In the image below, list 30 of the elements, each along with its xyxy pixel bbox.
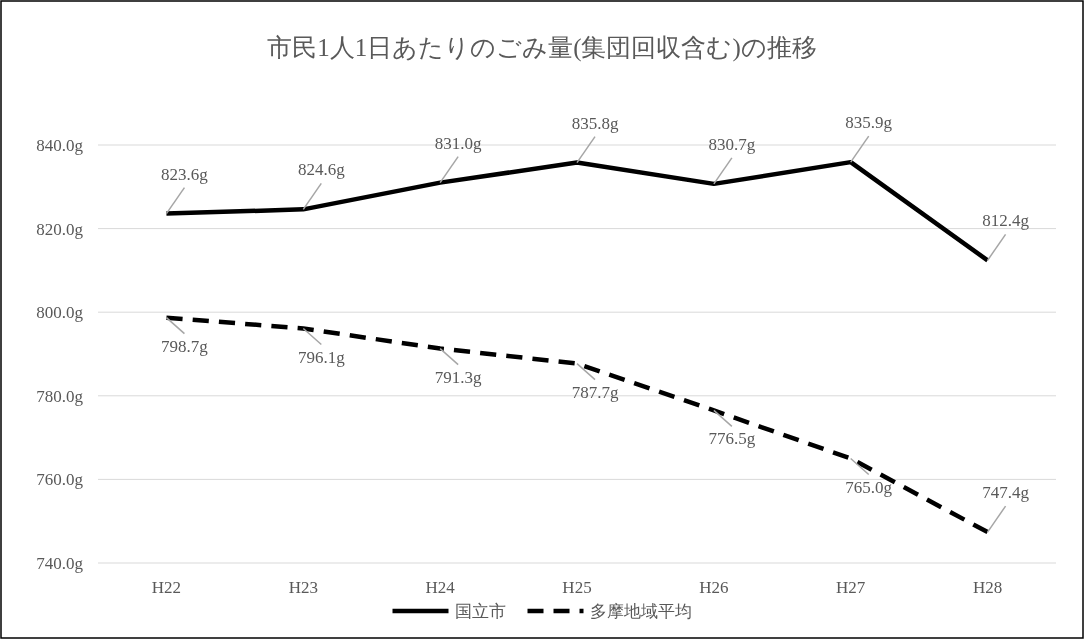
data-label: 765.0g bbox=[845, 477, 893, 497]
y-tick-label: 840.0g bbox=[36, 136, 84, 155]
data-label: 823.6g bbox=[161, 164, 209, 184]
y-tick-label: 780.0g bbox=[36, 386, 84, 406]
x-tick-label: H24 bbox=[425, 578, 456, 597]
x-tick-label: H23 bbox=[288, 578, 318, 597]
data-label: 791.3g bbox=[434, 367, 483, 387]
x-tick-label: H25 bbox=[562, 578, 592, 597]
data-label: 798.7g bbox=[161, 336, 209, 356]
data-label: 747.4g bbox=[982, 483, 1030, 503]
data-label: 812.4g bbox=[982, 211, 1030, 231]
data-label: 831.0g bbox=[434, 133, 483, 153]
data-label: 824.6g bbox=[297, 160, 346, 180]
x-tick-label: H22 bbox=[151, 578, 182, 597]
y-tick-label: 740.0g bbox=[36, 554, 84, 573]
y-tick-label: 760.0g bbox=[36, 470, 84, 490]
x-tick-label: H26 bbox=[699, 578, 729, 597]
x-tick-label: H27 bbox=[836, 578, 866, 597]
data-label: 787.7g bbox=[571, 382, 619, 402]
chart-title: 市民1人1日あたりのごみ量(集団回収含む)の推移 bbox=[267, 34, 817, 62]
data-label: 835.8g bbox=[571, 113, 619, 133]
data-label: 796.1g bbox=[297, 347, 346, 367]
x-tick-label: H28 bbox=[972, 578, 1003, 597]
y-tick-label: 800.0g bbox=[36, 303, 84, 323]
legend-label: 国立市 bbox=[454, 602, 506, 621]
y-tick-label: 820.0g bbox=[36, 219, 84, 239]
data-label: 830.7g bbox=[708, 134, 756, 154]
legend-label: 多摩地域平均 bbox=[589, 602, 692, 621]
data-label: 776.5g bbox=[708, 429, 756, 449]
data-label: 835.9g bbox=[845, 113, 893, 133]
